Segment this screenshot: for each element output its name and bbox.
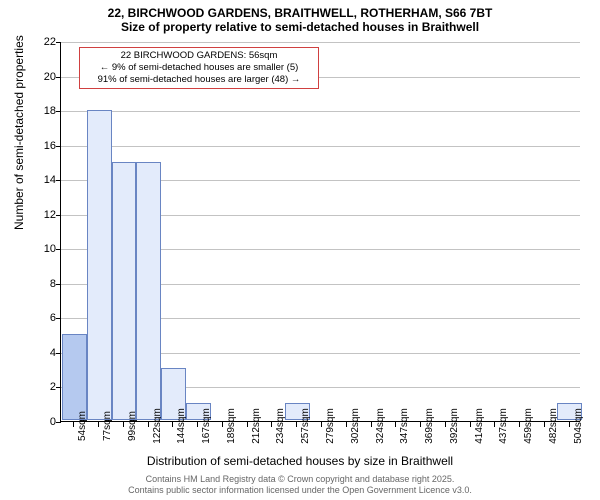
x-tick-label: 257sqm (300, 408, 311, 444)
y-tick-mark (56, 318, 61, 319)
y-tick-mark (56, 146, 61, 147)
bar (62, 334, 87, 420)
y-tick-mark (56, 284, 61, 285)
y-tick-mark (56, 42, 61, 43)
y-tick-mark (56, 422, 61, 423)
x-tick-label: 437sqm (498, 408, 509, 444)
y-tick-label: 4 (26, 347, 56, 359)
y-tick-label: 18 (26, 105, 56, 117)
x-tick-mark (346, 422, 347, 427)
y-tick-label: 2 (26, 381, 56, 393)
x-tick-mark (420, 422, 421, 427)
y-tick-mark (56, 353, 61, 354)
y-tick-label: 16 (26, 140, 56, 152)
x-tick-mark (321, 422, 322, 427)
annotation-box: 22 BIRCHWOOD GARDENS: 56sqm← 9% of semi-… (79, 47, 319, 89)
y-axis-label: Number of semi-detached properties (12, 35, 26, 230)
x-tick-mark (148, 422, 149, 427)
x-tick-mark (445, 422, 446, 427)
x-tick-mark (123, 422, 124, 427)
y-tick-mark (56, 77, 61, 78)
bar (112, 162, 137, 420)
gridline-h (61, 146, 580, 147)
x-tick-label: 324sqm (375, 408, 386, 444)
y-tick-mark (56, 111, 61, 112)
x-tick-label: 504sqm (573, 408, 584, 444)
x-tick-mark (569, 422, 570, 427)
x-tick-label: 302sqm (350, 408, 361, 444)
annotation-line: 22 BIRCHWOOD GARDENS: 56sqm (84, 50, 314, 62)
y-tick-label: 14 (26, 174, 56, 186)
y-tick-mark (56, 215, 61, 216)
x-tick-label: 167sqm (201, 408, 212, 444)
x-tick-mark (222, 422, 223, 427)
x-tick-label: 347sqm (399, 408, 410, 444)
chart-plot-area: 024681012141618202254sqm77sqm99sqm122sqm… (60, 42, 580, 422)
x-tick-mark (98, 422, 99, 427)
x-tick-label: 212sqm (251, 408, 262, 444)
annotation-line: 91% of semi-detached houses are larger (… (84, 74, 314, 86)
x-tick-mark (296, 422, 297, 427)
annotation-line: ← 9% of semi-detached houses are smaller… (84, 62, 314, 74)
gridline-h (61, 42, 580, 43)
x-tick-label: 392sqm (449, 408, 460, 444)
x-tick-mark (544, 422, 545, 427)
x-tick-label: 189sqm (226, 408, 237, 444)
footer-attribution: Contains HM Land Registry data © Crown c… (0, 474, 600, 496)
x-tick-mark (247, 422, 248, 427)
bar (87, 110, 112, 420)
x-tick-mark (519, 422, 520, 427)
x-tick-mark (271, 422, 272, 427)
y-tick-mark (56, 180, 61, 181)
chart-title-sub: Size of property relative to semi-detach… (0, 20, 600, 38)
x-tick-label: 369sqm (424, 408, 435, 444)
y-tick-label: 0 (26, 416, 56, 428)
gridline-h (61, 111, 580, 112)
x-tick-mark (197, 422, 198, 427)
y-tick-label: 12 (26, 209, 56, 221)
x-tick-mark (172, 422, 173, 427)
x-tick-label: 414sqm (474, 408, 485, 444)
footer-line2: Contains public sector information licen… (0, 485, 600, 496)
x-tick-mark (371, 422, 372, 427)
y-tick-label: 8 (26, 278, 56, 290)
x-tick-label: 459sqm (523, 408, 534, 444)
x-axis-label: Distribution of semi-detached houses by … (0, 454, 600, 468)
x-tick-mark (494, 422, 495, 427)
footer-line1: Contains HM Land Registry data © Crown c… (0, 474, 600, 485)
y-tick-label: 20 (26, 71, 56, 83)
y-tick-mark (56, 387, 61, 388)
chart-title-main: 22, BIRCHWOOD GARDENS, BRAITHWELL, ROTHE… (0, 0, 600, 20)
y-tick-label: 22 (26, 36, 56, 48)
x-tick-mark (395, 422, 396, 427)
bar (136, 162, 161, 420)
x-tick-label: 279sqm (325, 408, 336, 444)
x-tick-mark (73, 422, 74, 427)
y-tick-mark (56, 249, 61, 250)
y-tick-label: 10 (26, 243, 56, 255)
x-tick-mark (470, 422, 471, 427)
y-tick-label: 6 (26, 312, 56, 324)
